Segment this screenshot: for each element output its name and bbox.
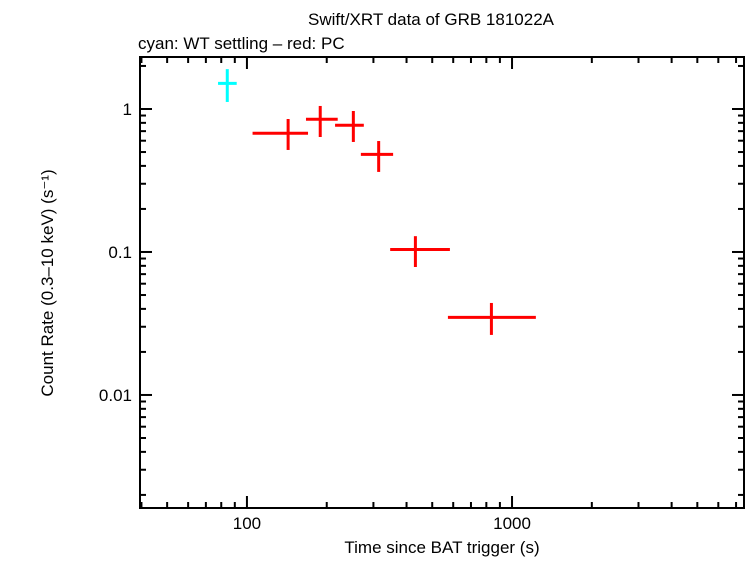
chart-title: Swift/XRT data of GRB 181022A bbox=[308, 10, 555, 29]
x-axis-label: Time since BAT trigger (s) bbox=[344, 538, 539, 557]
y-axis-label: Count Rate (0.3–10 keV) (s⁻¹) bbox=[38, 169, 57, 396]
tick-labels: 100 1000 1 0.1 0.01 bbox=[99, 100, 531, 533]
data-point bbox=[252, 119, 309, 150]
axis-ticks bbox=[140, 57, 744, 508]
data-point bbox=[305, 105, 338, 137]
data-point bbox=[335, 111, 364, 142]
y-tick-label: 0.1 bbox=[108, 243, 132, 262]
data-point bbox=[360, 141, 394, 172]
data-point bbox=[390, 236, 450, 268]
data-marks bbox=[218, 69, 536, 335]
chart-subtitle: cyan: WT settling – red: PC bbox=[138, 34, 345, 53]
plot-frame bbox=[139, 56, 745, 509]
x-tick-label: 100 bbox=[233, 514, 261, 533]
data-point bbox=[447, 302, 536, 335]
y-tick-label: 0.01 bbox=[99, 386, 132, 405]
y-tick-label: 1 bbox=[123, 100, 132, 119]
x-tick-label: 1000 bbox=[493, 514, 531, 533]
data-point bbox=[218, 69, 237, 102]
